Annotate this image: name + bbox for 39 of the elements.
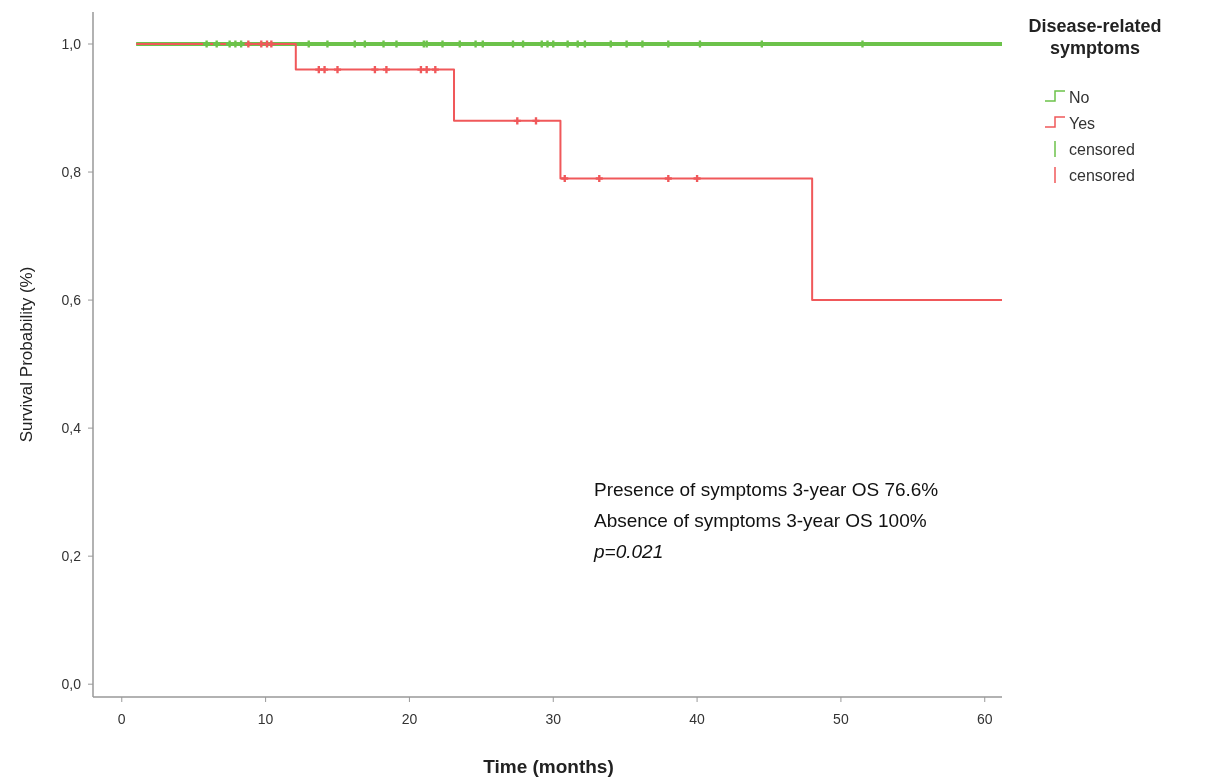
point [423, 66, 431, 74]
point [382, 66, 390, 74]
x-tick-label: 20 [401, 711, 418, 727]
point [595, 174, 603, 182]
point [664, 174, 672, 182]
x-tick-label: 30 [545, 711, 562, 727]
y-tick-label: 0,8 [61, 164, 82, 181]
legend-label: Yes [1069, 115, 1096, 132]
x-tick-label: 50 [833, 711, 849, 727]
y-tick-label: 0,4 [61, 420, 82, 437]
y-tick-label: 0,0 [61, 676, 82, 693]
legend-label: censored [1069, 167, 1135, 184]
point [244, 40, 252, 48]
point [237, 40, 245, 48]
annotation: p=0.021 [593, 541, 664, 562]
point [431, 66, 439, 74]
y-axis-title: Survival Probability (%) [17, 266, 36, 443]
legend-title: Disease-related symptoms [1028, 16, 1162, 58]
annotation: Presence of symptoms 3-year OS 76.6% [594, 479, 939, 500]
point [561, 174, 569, 182]
y-tick-label: 0,2 [61, 548, 82, 565]
annotation: Absence of symptoms 3-year OS 100% [594, 510, 927, 531]
x-tick-label: 60 [976, 711, 993, 727]
y-tick-label: 1,0 [61, 36, 82, 53]
legend-label: No [1069, 89, 1090, 106]
point [267, 40, 275, 48]
point [203, 40, 211, 48]
point [333, 66, 342, 74]
x-axis-title: Time (months) [483, 756, 614, 777]
point [213, 40, 221, 48]
legend-label: censored [1069, 141, 1135, 158]
y-tick-label: 0,6 [61, 292, 82, 309]
point [371, 66, 379, 74]
point [321, 66, 329, 74]
x-tick-label: 40 [689, 711, 706, 727]
point [693, 174, 701, 182]
x-tick-label: 10 [257, 711, 274, 727]
x-tick-label: 0 [117, 711, 126, 727]
point [532, 117, 540, 125]
